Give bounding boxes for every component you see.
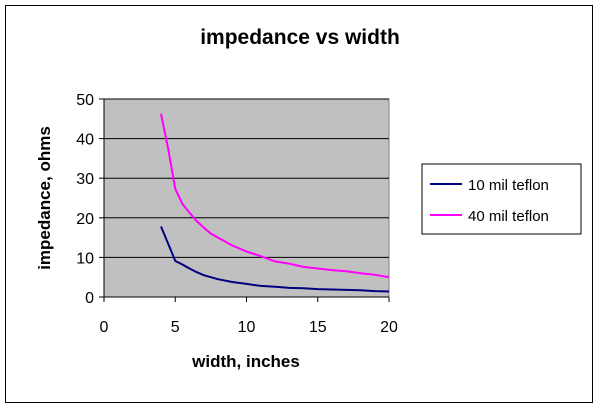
x-axis-label: width, inches bbox=[191, 352, 300, 371]
gridlines bbox=[103, 98, 389, 298]
series-line-40-mil-teflon bbox=[160, 113, 390, 279]
y-axis-ticks: 0 10 20 30 40 50 bbox=[76, 92, 104, 307]
x-axis-ticks: 0 5 10 15 20 bbox=[100, 297, 398, 336]
x-tick-label-0: 0 bbox=[100, 319, 109, 336]
y-tick-label-30: 30 bbox=[76, 171, 94, 188]
y-tick-label-0: 0 bbox=[85, 290, 94, 307]
series-line-10-mil-teflon bbox=[160, 226, 390, 293]
legend-label-10-mil-teflon: 10 mil teflon bbox=[468, 177, 549, 194]
series-layer bbox=[160, 113, 390, 293]
y-tick-label-50: 50 bbox=[76, 92, 94, 109]
x-tick-label-5: 5 bbox=[171, 319, 180, 336]
x-tick-label-15: 15 bbox=[309, 319, 327, 336]
y-tick-label-40: 40 bbox=[76, 132, 94, 149]
x-tick-label-10: 10 bbox=[238, 319, 256, 336]
legend: 10 mil teflon 40 mil teflon bbox=[421, 163, 582, 235]
y-axis-label: impedance, ohms bbox=[35, 126, 54, 270]
chart-title: impedance vs width bbox=[200, 26, 400, 49]
x-tick-label-20: 20 bbox=[380, 319, 398, 336]
plot-area bbox=[103, 98, 390, 298]
legend-box bbox=[421, 163, 582, 235]
y-tick-label-10: 10 bbox=[76, 250, 94, 267]
y-tick-label-20: 20 bbox=[76, 211, 94, 228]
legend-label-40-mil-teflon: 40 mil teflon bbox=[468, 208, 549, 225]
